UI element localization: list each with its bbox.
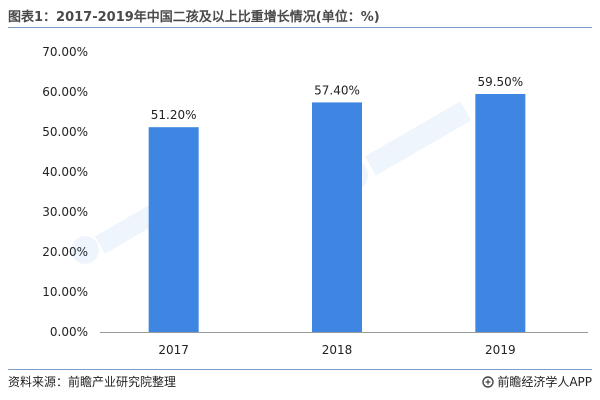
bar-value-label: 51.20% (151, 108, 197, 122)
brand-logo-icon (482, 375, 495, 388)
y-tick-label: 30.00% (42, 205, 88, 219)
y-tick-label: 60.00% (42, 85, 88, 99)
y-axis-tick-labels: 0.00% 10.00% 20.00% 30.00% 40.00% 50.00% 60.00… (42, 45, 88, 339)
x-tick-label: 2018 (322, 343, 353, 357)
brand-label: 前瞻经济学人APP (497, 375, 592, 389)
bar-value-labels: 51.20% 57.40% 59.50% (151, 75, 523, 122)
y-tick-label: 10.00% (42, 285, 88, 299)
chart-title: 图表1：2017-2019年中国二孩及以上比重增长情况(单位：%) (8, 10, 380, 25)
bars (148, 94, 526, 333)
bar-2017 (148, 127, 199, 332)
y-tick-label: 40.00% (42, 165, 88, 179)
brand-credit: 前瞻经济学人APP (482, 373, 592, 390)
y-tick-label: 20.00% (42, 245, 88, 259)
bar-2018 (312, 102, 362, 333)
title-divider (8, 27, 592, 28)
bar-2019 (475, 94, 526, 332)
x-axis-tick-labels: 2017 2018 2019 (158, 343, 515, 357)
bar-value-label: 57.40% (314, 83, 360, 97)
source-note: 资料来源：前瞻产业研究院整理 (8, 375, 177, 389)
y-tick-label: 70.00% (42, 45, 88, 59)
y-tick-label: 50.00% (42, 125, 88, 139)
bar-value-label: 59.50% (477, 75, 523, 89)
x-tick-label: 2017 (158, 343, 189, 357)
footer-divider (8, 369, 592, 370)
y-tick-label: 0.00% (50, 325, 88, 339)
x-tick-label: 2019 (485, 343, 516, 357)
